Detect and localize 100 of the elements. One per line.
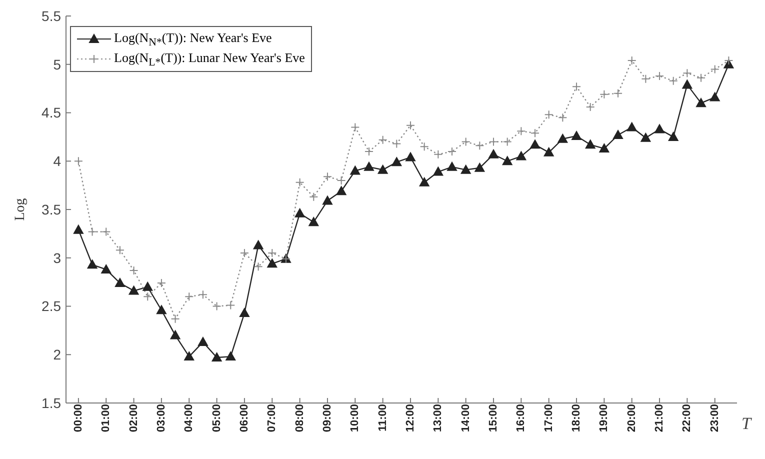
point — [212, 302, 222, 311]
point — [434, 150, 443, 159]
x-tick-label: 08:00 — [294, 404, 306, 432]
point — [558, 134, 568, 143]
point — [502, 156, 512, 166]
point — [253, 240, 264, 250]
point — [641, 74, 650, 84]
point — [143, 292, 152, 302]
x-tick-label: 14:00 — [460, 404, 472, 432]
point — [378, 164, 388, 174]
point — [73, 224, 84, 234]
point — [308, 217, 319, 226]
x-tick-label: 17:00 — [542, 404, 555, 432]
point — [710, 92, 720, 102]
point — [668, 132, 678, 141]
x-tick-label: 21:00 — [654, 404, 666, 432]
point — [392, 157, 402, 166]
point — [226, 300, 236, 310]
point — [142, 282, 153, 291]
point — [115, 246, 124, 255]
x-tick-label: 11:00 — [376, 404, 389, 432]
point — [392, 139, 402, 148]
y-tick-label: 5.5 — [42, 8, 62, 24]
legend-label: Log(N$_{L*}$(T)): Lunar New Year's Eve — [114, 50, 305, 68]
point — [239, 308, 250, 318]
point — [433, 166, 444, 176]
point — [474, 162, 485, 172]
point — [544, 110, 554, 120]
point — [461, 137, 470, 146]
point — [627, 56, 636, 66]
point — [640, 132, 651, 142]
y-tick-label: 3 — [53, 250, 62, 266]
x-tick-label: 03:00 — [155, 404, 168, 432]
point — [586, 102, 595, 112]
point — [309, 192, 318, 202]
point — [128, 286, 139, 295]
y-tick-label: 3.5 — [42, 201, 62, 218]
point — [724, 56, 734, 66]
y-tick-label: 1.5 — [42, 394, 62, 411]
legend-label: Log(N$_{N*}$(T)): New Year's Eve — [114, 30, 272, 48]
point — [268, 248, 277, 258]
point — [447, 162, 457, 171]
point — [226, 352, 236, 361]
x-tick-label: 06:00 — [238, 404, 250, 432]
point — [419, 177, 430, 186]
point — [668, 76, 678, 86]
point — [448, 146, 456, 156]
point — [87, 260, 98, 269]
x-tick-label: 02:00 — [128, 404, 140, 432]
point — [626, 122, 637, 132]
x-tick-label: 04:00 — [183, 404, 196, 432]
point — [475, 141, 484, 150]
point — [710, 64, 720, 74]
point — [198, 290, 208, 300]
x-tick-label: 15:00 — [488, 404, 500, 432]
point — [585, 140, 596, 149]
x-tick-label: 19:00 — [598, 404, 610, 432]
point — [544, 147, 554, 156]
point — [682, 80, 692, 89]
x-tick-label: 18:00 — [570, 404, 583, 432]
x-tick-label: 12:00 — [404, 404, 416, 432]
point — [420, 142, 429, 152]
point — [572, 130, 582, 140]
point — [184, 292, 194, 302]
x-tick-label: 20:00 — [626, 404, 638, 432]
point — [489, 137, 498, 146]
point — [460, 164, 471, 174]
x-axis-title: T — [742, 414, 753, 433]
x-tick-label: 01:00 — [100, 404, 112, 432]
point — [322, 172, 332, 182]
point — [516, 151, 526, 160]
x-tick-label: 23:00 — [708, 404, 721, 432]
point — [184, 352, 194, 361]
point — [406, 120, 415, 130]
x-tick-label: 05:00 — [210, 404, 223, 432]
point — [502, 137, 512, 146]
x-tick-label: 13:00 — [432, 404, 444, 432]
point — [530, 128, 540, 138]
point — [170, 330, 180, 340]
point — [614, 88, 623, 98]
point — [364, 162, 374, 171]
point — [655, 71, 664, 80]
point — [599, 144, 610, 153]
point — [240, 248, 249, 258]
point — [102, 227, 111, 236]
point — [254, 262, 263, 272]
point — [114, 278, 125, 288]
point — [295, 178, 304, 187]
y-axis-title: Log — [12, 198, 28, 221]
point — [378, 135, 388, 144]
point — [572, 82, 582, 92]
x-tick-label: 00:00 — [72, 404, 84, 432]
y-tick-label: 4 — [53, 153, 62, 170]
point — [350, 122, 360, 132]
point — [198, 337, 208, 346]
x-tick-label: 07:00 — [266, 404, 278, 432]
point — [530, 140, 540, 149]
point — [613, 130, 624, 140]
point — [558, 113, 568, 122]
point — [488, 149, 499, 158]
